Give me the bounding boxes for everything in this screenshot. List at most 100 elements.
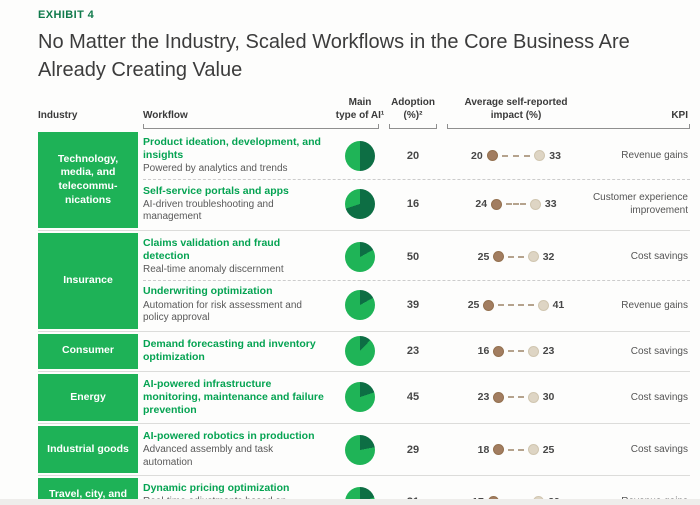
impact-range: 16 23 [441,345,591,357]
workflow-description: Powered by analytics and trends [143,163,288,175]
kpi-value: Customer experience improvement [592,192,688,217]
impact-connector [501,154,531,157]
ai-type-pie [345,189,375,220]
industry-group-technology: Technology, media, and telecommu- nicati… [38,130,690,231]
ai-type-pie [345,241,375,272]
impact-connector [498,304,534,307]
workflow-title: Underwriting optimization [143,285,273,298]
page-bottom-edge [0,499,700,505]
workflow-description: Automation for risk assessment and polic… [143,299,302,324]
industry-box: Energy [38,373,138,422]
kpi-value: Cost savings [630,251,688,263]
current-impact-dot [493,345,505,357]
industry-group-insurance: Insurance Claims validation and fraud de… [38,231,690,332]
impact-current-value: 20 [471,149,483,162]
exhibit-label: EXHIBIT 4 [38,9,95,21]
ai-type-pie [345,140,375,171]
impact-current-value: 25 [467,299,480,312]
impact-expected-value: 23 [542,345,555,358]
impact-expected-value: 32 [542,250,555,263]
industry-box: Technology, media, and telecommu- nicati… [38,132,138,228]
impact-current-value: 18 [477,443,490,456]
impact-range: 18 25 [441,444,591,456]
impact-current-value: 23 [477,391,490,404]
page-title: No Matter the Industry, Scaled Workflows… [38,31,630,81]
adoption-value: 39 [406,299,420,312]
ai-type-pie [345,434,375,465]
rule-impact-kpi [447,124,690,129]
table-row: AI-powered infrastructure monitoring, ma… [143,374,690,421]
table-row: Demand forecasting and inventory optimiz… [143,334,690,369]
adoption-value: 45 [406,391,420,404]
header-main-ai: Main type of AI¹ [335,97,385,121]
workflow-title: Claims validation and fraud detection [143,236,281,262]
table-header: Industry Workflow Main type of AI¹ Adopt… [38,97,690,122]
impact-expected-value: 33 [544,198,557,211]
impact-range: 20 33 [441,150,591,162]
header-impact: Average self-reported impact (%) [464,97,568,121]
impact-expected-value: 33 [549,149,561,162]
expected-impact-dot [527,444,539,456]
header-kpi: KPI [671,109,688,121]
impact-range: 25 32 [441,251,591,263]
impact-connector [506,203,526,206]
current-impact-dot [483,299,495,311]
table-row: AI-powered robotics in production Advanc… [143,426,690,473]
table-row: Product ideation, development, and insig… [143,132,690,179]
industry-group-industrial-goods: Industrial goods AI-powered robotics in … [38,424,690,477]
header-rules [38,124,690,130]
expected-impact-dot [527,345,539,357]
industry-box: Industrial goods [38,426,138,474]
impact-expected-value: 30 [542,391,555,404]
workflow-description: AI-driven troubleshooting and management [143,198,274,223]
adoption-value: 16 [406,198,420,211]
table-row: Underwriting optimization Automation for… [143,280,690,328]
expected-impact-dot [527,391,539,403]
workflow-title: Self-service portals and apps [143,184,289,197]
kpi-value: Revenue gains [621,150,688,162]
header-adoption: Adoption (%)² [391,97,435,121]
workflow-title: Demand forecasting and inventory optimiz… [143,338,316,364]
rule-adoption [389,124,437,129]
current-impact-dot [493,251,505,263]
kpi-value: Cost savings [630,391,688,403]
impact-connector [508,396,524,399]
header-workflow: Workflow [143,109,188,121]
expected-impact-dot [537,299,549,311]
ai-type-pie [345,382,375,413]
industry-box: Consumer [38,333,138,369]
impact-expected-value: 25 [542,443,555,456]
ai-type-pie [345,290,375,321]
current-impact-dot [491,198,503,210]
workflow-title: AI-powered infrastructure monitoring, ma… [143,377,324,416]
industry-group-energy: Energy AI-powered infrastructure monitor… [38,372,690,425]
expected-impact-dot [527,251,539,263]
kpi-value: Cost savings [630,345,688,357]
adoption-value: 29 [406,443,420,456]
workflow-title: Dynamic pricing optimization [143,482,290,495]
impact-current-value: 24 [475,198,488,211]
expected-impact-dot [534,150,546,162]
workflow-description: Advanced assembly and task automation [143,444,274,468]
header-industry: Industry [38,109,78,121]
table-row: Self-service portals and apps AI-driven … [143,179,690,227]
current-impact-dot [493,391,505,403]
impact-connector [508,255,524,258]
industry-box: Insurance [38,232,138,329]
rule-workflow-ai [143,124,379,129]
impact-range: 24 33 [441,198,591,210]
impact-range: 23 30 [441,391,591,403]
industry-group-consumer: Consumer Demand forecasting and inventor… [38,332,690,372]
adoption-value: 50 [406,250,420,263]
impact-range: 25 41 [441,299,591,311]
impact-connector [508,448,524,451]
impact-expected-value: 41 [552,299,565,312]
current-impact-dot [486,150,498,162]
adoption-value: 23 [406,345,420,358]
impact-connector [508,350,524,353]
kpi-value: Cost savings [630,444,688,456]
expected-impact-dot [529,198,541,210]
ai-type-pie [345,336,375,367]
table-row: Claims validation and fraud detection Re… [143,233,690,280]
